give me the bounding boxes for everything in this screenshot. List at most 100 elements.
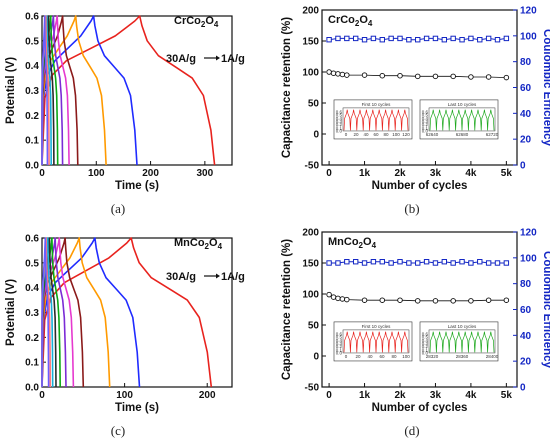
rate-to-label: 1A/g [221, 271, 245, 283]
rate-from-label: 30A/g [166, 271, 196, 283]
efficiency-point [423, 35, 430, 42]
inset-x-tick-label: 60 [373, 132, 379, 137]
y2-tick-label: 60 [520, 305, 532, 316]
inset-x-tick-label: 80 [383, 132, 389, 137]
inset-x-tick-label: 120 [402, 132, 410, 137]
inset-x-tick-label: 28320 [426, 354, 439, 359]
inset-x-tick-label: 80 [391, 354, 397, 359]
efficiency-point [406, 37, 412, 43]
inset-curve [343, 109, 409, 131]
y2-tick-label: 100 [520, 253, 537, 264]
y-tick-label: 100 [302, 290, 319, 301]
retention-point [450, 73, 456, 80]
efficiency-point [432, 35, 439, 42]
efficiency-point [388, 35, 394, 42]
retention-point [503, 297, 510, 303]
y-tick-label: 150 [302, 259, 319, 270]
y-tick-label: 50 [308, 99, 320, 110]
annotation-annotation-sub1: 2 [205, 242, 210, 251]
inset-title: Last 10 cycles [448, 102, 477, 107]
retention-point [344, 296, 350, 303]
inset-y-tick-label: 0.5 [336, 113, 343, 118]
retention-point [397, 72, 403, 79]
efficiency-point [468, 35, 474, 42]
y2-tick-label: 120 [520, 6, 537, 17]
gcd-curve-11 [41, 237, 50, 388]
x-tick-label: 1k [359, 168, 371, 179]
y2-tick-label: 40 [520, 109, 532, 120]
annotation-annotation-mid: O [363, 236, 372, 248]
inset-frame [419, 321, 499, 362]
inset-frame [419, 99, 499, 140]
material-label: CrCo2O4 [174, 15, 219, 29]
retention-point [361, 297, 368, 303]
gcd-curve-4 [41, 237, 85, 388]
inset-y-tick-label: 0.2 [336, 344, 343, 349]
efficiency-point [494, 260, 501, 266]
efficiency-point [388, 260, 394, 266]
y-tick-label: 0.5 [25, 36, 39, 47]
material-label: MnCo2O4 [174, 237, 223, 251]
y-tick-label: 0.5 [25, 258, 39, 269]
inset-y-tick-label: 0.2 [422, 122, 429, 127]
efficiency-point [361, 37, 368, 43]
inset-x-tick-label: 62640 [426, 132, 439, 137]
material-label: CrCo2O4 [328, 14, 373, 28]
efficiency-point [485, 35, 492, 42]
inset-x-tick-label: 100 [402, 354, 410, 359]
efficiency-point [326, 260, 332, 266]
inset-x-tick-label: 40 [363, 132, 369, 137]
inset-y-tick-label: 0.3 [422, 341, 429, 346]
inset-y-tick-label: 0.3 [422, 119, 429, 124]
inset-y-tick-label: 0.6 [336, 109, 343, 114]
annotation-annotation-sub2: 4 [214, 20, 219, 29]
efficiency-point [415, 260, 421, 266]
efficiency-point [477, 259, 483, 265]
efficiency-point [441, 259, 448, 265]
efficiency-point [450, 35, 456, 42]
retention-point [379, 297, 386, 303]
inset-x-tick-label: 100 [392, 132, 400, 137]
efficiency-point [468, 260, 474, 266]
x-tick-label: 100 [116, 390, 133, 401]
inset-y-tick-label: 0.6 [336, 331, 343, 336]
efficiency-point [370, 259, 377, 265]
inset-y-tick-label: 0.0 [336, 350, 343, 355]
inset-last-cycles: Last 10 cycles 0.00.10.20.30.40.50.6 62640… [419, 99, 499, 140]
y-tick-label: 0.0 [25, 161, 39, 172]
efficiency-point [335, 35, 341, 42]
efficiency-point [326, 37, 332, 43]
inset-y-tick-label: 0.6 [422, 109, 429, 114]
inset-x-tick-label: 40 [367, 354, 373, 359]
y2-tick-label: 80 [520, 57, 532, 68]
x-tick-label: 3k [430, 168, 442, 179]
annotation-annotation-sub2: 4 [368, 19, 373, 28]
y-tick-label: 0.6 [25, 234, 39, 245]
y-tick-label: 200 [302, 228, 319, 239]
panel-label: (d) [404, 423, 419, 438]
inset-curve [429, 109, 495, 131]
efficiency-point [494, 37, 501, 43]
inset-plot-frame [428, 107, 496, 132]
inset-plot-frame [342, 107, 410, 132]
inset-title: First 10 cycles [362, 102, 392, 107]
inset-x-tick-label: 62720 [486, 132, 499, 137]
retention-point [468, 74, 474, 80]
gcd-curve-1 [41, 15, 216, 166]
retention-point [339, 296, 346, 302]
retention-point [361, 72, 368, 78]
rate-from-label: 30A/g [166, 53, 196, 65]
plot-frame [321, 9, 518, 166]
retention-point [485, 297, 492, 303]
retention-point [432, 298, 439, 304]
annotation-annotation-material: CrCo [328, 14, 355, 26]
annotation-annotation-sub1: 2 [355, 19, 360, 28]
inset-y-tick-label: 0.2 [422, 344, 429, 349]
efficiency-point [459, 37, 465, 43]
inset-x-tick-label: 20 [353, 132, 359, 137]
y2-tick-label: 20 [520, 135, 532, 146]
x-tick-label: 0 [39, 390, 45, 401]
annotation-annotation-sub2: 4 [372, 241, 377, 250]
x-tick-label: 300 [197, 168, 214, 179]
x-tick-label: 5k [501, 390, 513, 401]
